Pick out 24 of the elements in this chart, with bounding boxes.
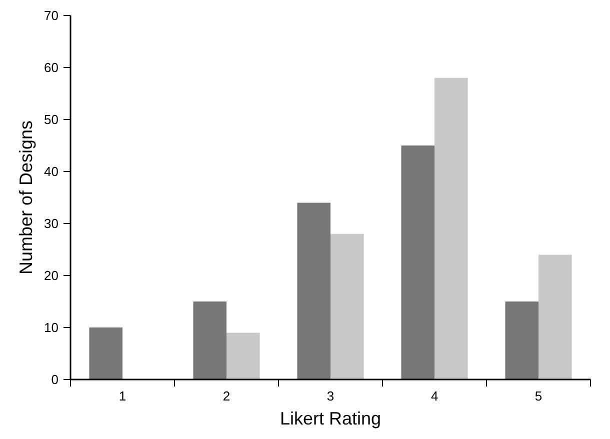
y-tick-label: 0 [51, 372, 59, 387]
x-tick-label: 4 [430, 388, 438, 404]
y-axis-title: Number of Designs [16, 120, 36, 275]
y-tick-label: 30 [44, 216, 59, 231]
bar [89, 328, 122, 380]
x-tick-label: 3 [326, 388, 334, 404]
bar [401, 146, 434, 380]
y-tick-label: 50 [44, 112, 59, 127]
bar [193, 302, 226, 380]
bar [330, 234, 364, 380]
y-tick-label: 70 [44, 8, 59, 23]
bar [538, 254, 572, 380]
x-axis-title: Likert Rating [280, 408, 382, 428]
bar [505, 302, 538, 380]
y-tick-label: 60 [44, 60, 59, 75]
x-tick-label: 1 [118, 388, 126, 404]
x-tick-label: 5 [534, 388, 542, 404]
y-tick-label: 40 [44, 164, 59, 179]
y-tick-label: 10 [44, 320, 59, 335]
bar [434, 78, 468, 380]
y-tick-label: 20 [44, 268, 59, 283]
bar [297, 202, 330, 380]
bar [226, 332, 260, 380]
x-tick-label: 2 [222, 388, 230, 404]
